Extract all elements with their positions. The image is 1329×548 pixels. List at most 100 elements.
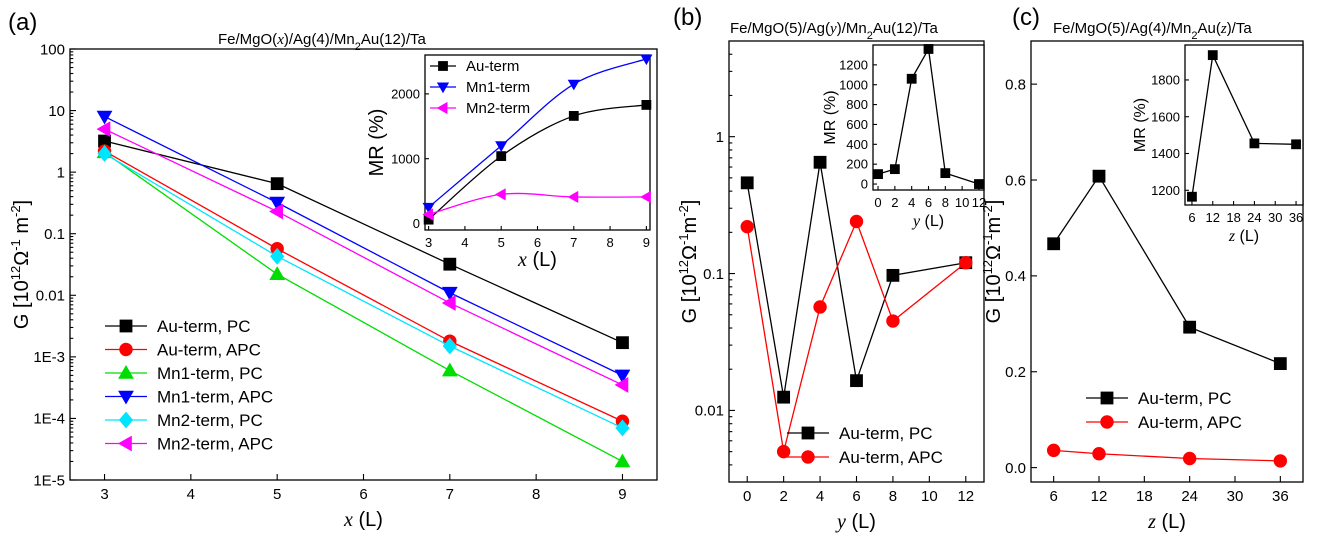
panel-a-inset-xtick-label: 3 [425,235,432,250]
panel-c-data-point [1046,443,1061,458]
panel-c-ytick-label: 0.4 [1005,268,1026,285]
panel-b-legend-marker [801,450,815,464]
panel-a-inset-ytick-label: 0 [413,216,420,231]
panel-c-inset-ytick-label: 1800 [1151,72,1180,87]
panel-b-inset-data-point [889,164,900,175]
panel-a-data-point [614,453,631,468]
panel-b-inset-xtick-label: 0 [874,195,881,210]
panel-c-inset-data-point [1291,139,1301,150]
panel-a-ytick-label: 1 [57,164,65,181]
panel-c-ytick-label: 0.6 [1005,172,1026,189]
panel-c-inset-xtick-label: 36 [1289,210,1303,225]
panel-b-legend-label: Au-term, APC [839,448,943,467]
panel-a-inset-data-point [422,208,434,221]
panel-a-legend-label: Mn2-term, APC [157,435,273,454]
panel-a-ytick-label: 1E-4 [33,411,65,428]
panel-b-inset-xtick-label: 2 [891,195,898,210]
panel-b-inset-ylabel: MR (%) [822,90,839,144]
panel-a-series-line-5 [104,128,623,386]
panel-b-inset-ytick-label: 600 [846,117,868,132]
panel-b-data-point [886,268,900,282]
panel-c-xtick-label: 36 [1272,488,1289,505]
panel-b-inset-ytick-label: 1000 [839,77,868,92]
panel-b-inset-ytick-label: 800 [846,97,868,112]
panel-a-legend-marker [118,390,134,405]
panel-a-data-point [269,196,286,211]
panel-a-series-line-1 [104,150,623,422]
panel-a-data-point [97,145,112,163]
panel-b-xtick-label: 4 [816,488,824,505]
panel-b-xtick-label: 12 [957,488,974,505]
panel-a-series-line-4 [104,153,623,429]
panel-b-inset-data-point [873,169,883,180]
panel-a-inset-data-point [640,190,651,204]
panel-a-legend-label: Mn1-term, APC [157,388,273,407]
panel-a-legend-label: Mn1-term, PC [157,364,263,383]
panel-c-data-point [1273,454,1288,468]
panel-a-inset-ytick-label: 1000 [391,151,420,166]
panel-a-legend-marker [119,319,133,333]
panel-c-legend-marker [1100,391,1114,405]
panel-b-xlabel: y (L) [835,511,876,533]
panel-c-label: (c) [1012,4,1040,31]
panel-b-series-line-0 [746,162,966,398]
panel-a-legend-label: Au-term, PC [157,317,251,336]
panel-a-title: Fe/MgO(x)/Ag(4)/Mn2Au(12)/Ta [218,31,427,53]
panel-a-inset-xlabel: x (L) [517,249,557,271]
panel-b-inset-data-point [974,179,984,189]
panel-a-inset-series-line-0 [428,104,647,221]
panel-a-data-point [616,336,629,350]
panel-c-xtick-label: 12 [1091,488,1108,505]
panel-a-data-point [441,295,456,311]
panel-c-legend-label: Au-term, APC [1138,413,1242,432]
panel-b-xtick-label: 0 [743,488,751,505]
panel-a-data-point [269,203,283,220]
panel-b-inset-ytick-label: 1200 [839,57,868,72]
panel-b-data-point [777,390,791,404]
panel-b-xtick-label: 6 [852,488,860,505]
panel-c-data-point [1183,320,1197,334]
panel-c-frame [1030,40,1304,483]
panel-c-inset-xtick-label: 24 [1247,210,1261,225]
panel-a-series-line-0 [104,140,623,344]
panel-a-xtick-label: 5 [273,486,281,503]
panel-a-xtick-label: 4 [187,486,195,503]
panel-c-ytick-label: 0.8 [1005,76,1026,93]
panel-a-inset-xtick-label: 6 [534,235,541,250]
panel-a-ytick-label: 100 [40,41,65,58]
panel-b-title: Fe/MgO(5)/Ag(y)/Mn2Au(12)/Ta [730,20,939,42]
panel-c-inset-data-point [1187,191,1197,202]
panel-a-data-point [441,362,458,377]
panel-c-inset-xlabel: z (L) [1228,228,1259,245]
panel-a-inset-xtick-label: 5 [498,235,505,250]
panel-a-ytick-label: 1E-3 [33,349,65,366]
panel-a-inset-xtick-label: 9 [643,235,650,250]
panel-a-legend-marker [119,342,133,357]
panel-a-inset-legend-marker [438,61,448,71]
panel-b-inset-xtick-label: 6 [925,195,932,210]
panel-b-series-line-1 [746,219,967,452]
panel-c-inset-data-point [1207,50,1218,61]
panel-a-data-point [443,257,457,271]
panel-b-ytick-label: 0.01 [695,403,724,420]
panel-a-data-point [442,337,457,355]
panel-a-data-point [614,369,631,384]
panel-a-data-point [96,110,113,125]
panel-a-data-point [614,377,629,393]
panel-c-inset-data-point [1249,138,1260,149]
panel-b-label: (b) [673,4,702,31]
panel-c-inset-xtick-label: 18 [1226,210,1240,225]
panel-a-ylabel: G [1012Ω-1 m-2] [8,200,33,329]
panel-a-inset-data-point [422,202,435,214]
panel-b-inset-xtick-label: 8 [942,195,949,210]
panel-a-xtick-label: 9 [618,486,626,503]
panel-a-label: (a) [8,9,37,36]
panel-c-ytick-label: 0.2 [1005,364,1026,381]
panel-a-inset-legend-label: Au-term [466,58,519,75]
panel-a-data-point [270,247,285,265]
panel-c-inset-ylabel: MR (%) [1132,98,1149,152]
panel-a-inset-ylabel: MR (%) [366,109,388,177]
panel-a-xtick-label: 7 [446,486,454,503]
panel-c-legend-label: Au-term, PC [1138,389,1232,408]
